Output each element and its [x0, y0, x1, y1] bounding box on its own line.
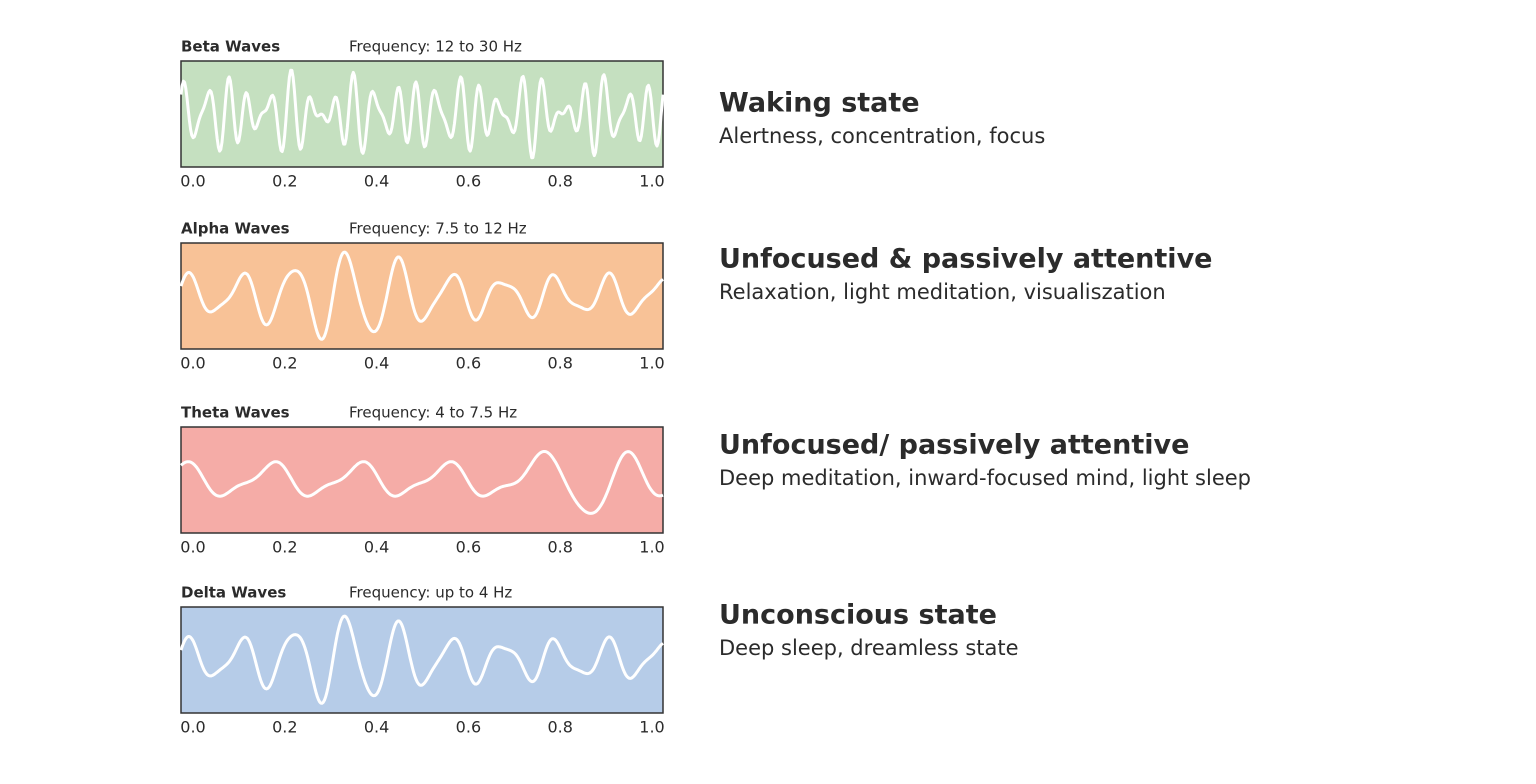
plot-area [180, 426, 664, 534]
state-heading: Unfocused/ passively attentive [719, 430, 1189, 461]
x-tick-label: 0.0 [180, 354, 205, 373]
state-heading: Waking state [719, 88, 920, 119]
plot-area [180, 242, 664, 350]
x-tick-label: 1.0 [639, 718, 664, 737]
state-heading: Unconscious state [719, 600, 997, 631]
state-description: Deep meditation, inward-focused mind, li… [719, 466, 1251, 490]
chart-title: Beta Waves [181, 38, 280, 56]
x-tick-label: 0.2 [272, 718, 297, 737]
chart-title: Alpha Waves [181, 220, 290, 238]
x-tick-label: 0.2 [272, 538, 297, 557]
wave [179, 614, 664, 705]
x-tick-label: 0.0 [180, 172, 205, 191]
x-tick-label: 0.6 [456, 172, 481, 191]
x-tick-label: 0.6 [456, 718, 481, 737]
x-tick-label: 0.6 [456, 354, 481, 373]
x-tick-label: 0.2 [272, 172, 297, 191]
x-tick-label: 0.6 [456, 538, 481, 557]
x-tick-label: 0.0 [180, 538, 205, 557]
x-tick-label: 1.0 [639, 538, 664, 557]
x-tick-label: 0.8 [547, 538, 572, 557]
x-tick-label: 1.0 [639, 172, 664, 191]
x-tick-label: 0.0 [180, 718, 205, 737]
state-description: Relaxation, light meditation, visualisza… [719, 280, 1166, 304]
frequency-label: Frequency: up to 4 Hz [349, 584, 512, 602]
x-tick-label: 0.4 [364, 538, 389, 557]
wave [180, 450, 664, 515]
x-tick-label: 0.4 [364, 172, 389, 191]
plot-area [180, 606, 664, 714]
x-tick-label: 0.8 [547, 172, 572, 191]
x-tick-label: 1.0 [639, 354, 664, 373]
wave [179, 68, 665, 160]
chart-title: Delta Waves [181, 584, 286, 602]
state-description: Deep sleep, dreamless state [719, 636, 1019, 660]
wave [179, 250, 664, 341]
frequency-label: Frequency: 4 to 7.5 Hz [349, 404, 517, 422]
x-tick-label: 0.4 [364, 718, 389, 737]
state-description: Alertness, concentration, focus [719, 124, 1045, 148]
x-tick-label: 0.8 [547, 354, 572, 373]
chart-title: Theta Waves [181, 404, 290, 422]
x-tick-label: 0.8 [547, 718, 572, 737]
frequency-label: Frequency: 12 to 30 Hz [349, 38, 522, 56]
frequency-label: Frequency: 7.5 to 12 Hz [349, 220, 527, 238]
state-heading: Unfocused & passively attentive [719, 244, 1212, 275]
x-tick-label: 0.2 [272, 354, 297, 373]
x-tick-label: 0.4 [364, 354, 389, 373]
